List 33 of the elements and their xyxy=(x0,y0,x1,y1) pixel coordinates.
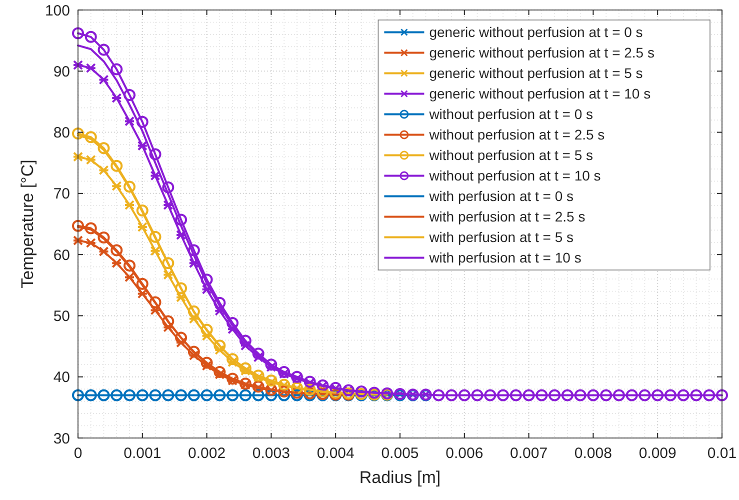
y-tick-label: 30 xyxy=(53,430,70,448)
legend-label: without perfusion at t = 2.5 s xyxy=(428,126,605,143)
x-tick-label: 0.008 xyxy=(574,445,612,462)
y-tick-label: 60 xyxy=(53,246,70,264)
legend-label: generic without perfusion at t = 0 s xyxy=(429,24,643,40)
x-tick-label: 0.01 xyxy=(707,445,737,462)
x-tick-label: 0.007 xyxy=(510,445,548,462)
legend-label: generic without perfusion at t = 10 s xyxy=(429,86,651,102)
y-tick-label: 40 xyxy=(53,369,70,386)
x-tick-label: 0.006 xyxy=(446,445,484,462)
legend-label: without perfusion at t = 10 s xyxy=(428,168,601,184)
legend-label: with perfusion at t = 2.5 s xyxy=(428,208,586,225)
y-tick-label: 80 xyxy=(53,124,70,142)
legend-label: with perfusion at t = 10 s xyxy=(428,250,582,266)
x-tick-label: 0.001 xyxy=(124,445,162,462)
y-tick-label: 70 xyxy=(53,186,70,203)
x-axis-title: Radius [m] xyxy=(359,468,441,487)
x-tick-label: 0 xyxy=(74,445,82,462)
legend-label: with perfusion at t = 0 s xyxy=(428,188,574,204)
legend-label: generic without perfusion at t = 5 s xyxy=(429,65,643,82)
y-tick-label: 90 xyxy=(53,63,70,80)
y-axis-title: Temperature [°C] xyxy=(18,160,37,288)
x-tick-label: 0.003 xyxy=(252,445,290,462)
legend-label: generic without perfusion at t = 2.5 s xyxy=(429,44,655,61)
x-tick-label: 0.009 xyxy=(638,445,676,462)
y-tick-label: 100 xyxy=(44,2,70,20)
legend-label: with perfusion at t = 5 s xyxy=(428,229,574,246)
x-tick-label: 0.004 xyxy=(316,445,354,462)
y-tick-label: 50 xyxy=(53,308,70,325)
x-tick-label: 0.002 xyxy=(188,445,226,462)
legend-label: without perfusion at t = 5 s xyxy=(428,147,594,164)
legend-label: without perfusion at t = 0 s xyxy=(428,106,594,122)
x-tick-label: 0.005 xyxy=(381,445,419,462)
